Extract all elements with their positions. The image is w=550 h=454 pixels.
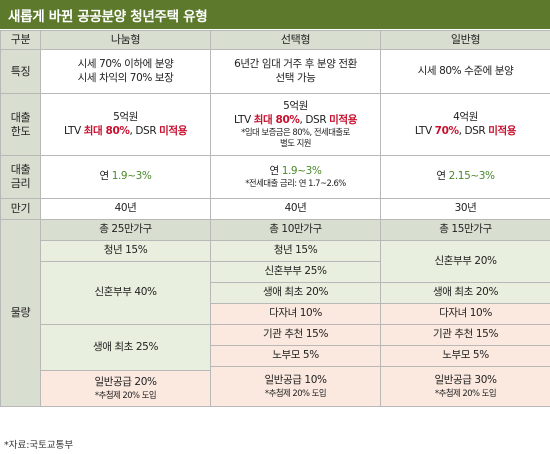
loan-note-choice-line2: 별도 지원: [280, 138, 311, 149]
row-label-loan-rate: 대출 금리: [0, 155, 41, 199]
general-supply-choice-note: *추첨제 20% 도입: [264, 387, 327, 398]
volume-row-8: 일반공급 20% *추첨제 20% 도입: [1, 370, 550, 407]
general-supply-general-note: *추첨제 20% 도입: [434, 387, 497, 398]
loan-limit-label-line2: 한도: [10, 124, 31, 138]
loan-ltv-sharing: LTV 최대 80%, DSR 미적용: [43, 125, 208, 139]
volume-row-3: 신혼부부 40% 신혼부부 25%: [1, 261, 550, 325]
loan-rate-row: 대출 금리 연 1.9~3% 연 1.9~3% *전세대출 금리: 연 1.7~…: [0, 155, 550, 199]
general-supply-general: 일반공급 30% *추첨제 20% 도입: [380, 366, 550, 407]
general-supply-general-value: 일반공급 30%: [434, 374, 497, 387]
rate-value: 1.9~3%: [111, 170, 152, 183]
rate-prefix: 연: [269, 164, 282, 177]
ltv-prefix: LTV: [64, 124, 84, 137]
youth-choice: 청년 15%: [210, 240, 381, 262]
volume-row-6: 생애 최초 25% 기관 추천 15% 기관 추천 15%: [1, 324, 550, 371]
total-choice: 총 10만가구: [210, 219, 381, 241]
loan-limit-row: 대출 한도 5억원 LTV 최대 80%, DSR 미적용 5억원 LTV 최대…: [0, 93, 550, 156]
firsttime-sharing: 생애 최초 25%: [40, 324, 211, 371]
maturity-general: 30년: [380, 198, 550, 220]
header-choice-type: 선택형: [210, 30, 381, 50]
ltv-prefix: LTV: [414, 124, 435, 137]
dsr-prefix: , DSR: [458, 124, 489, 137]
rate-prefix: 연: [99, 170, 112, 183]
ltv-value: 최대 80%: [83, 124, 130, 137]
dsr-prefix: , DSR: [299, 113, 330, 126]
ltv-value: 최대 80%: [253, 113, 300, 126]
infographic-title: 새롭게 바뀐 공공분양 청년주택 유형: [0, 0, 550, 29]
parents-general: 노부모 5%: [380, 345, 550, 367]
volume-row-4: 생애 최초 20% 생애 최초 20%: [1, 282, 550, 304]
loan-rate-choice: 연 1.9~3% *전세대출 금리: 연 1.7~2.6%: [210, 155, 381, 199]
loan-rate-sharing: 연 1.9~3%: [40, 155, 211, 199]
general-supply-sharing: 일반공급 20% *추첨제 20% 도입: [40, 370, 211, 407]
loan-rate-general: 연 2.15~3%: [380, 155, 550, 199]
firsttime-choice: 생애 최초 20%: [210, 282, 381, 304]
loan-limit-sharing: 5억원 LTV 최대 80%, DSR 미적용: [40, 93, 211, 156]
feature-sharing-line1: 시세 70% 이하에 분양: [77, 57, 174, 70]
volume-row-2: 청년 15% 청년 15% 신혼부부 20%: [1, 240, 550, 283]
loan-rate-label-line1: 대출: [10, 163, 31, 177]
feature-row: 특징 시세 70% 이하에 분양 시세 차익의 70% 보장 6년간 임대 거주…: [0, 49, 550, 94]
general-supply-choice: 일반공급 10% *추첨제 20% 도입: [210, 366, 381, 407]
maturity-sharing: 40년: [40, 198, 211, 220]
feature-choice-line2: 선택 가능: [275, 71, 316, 84]
dsr-value: 미적용: [329, 113, 357, 126]
parents-choice: 노부모 5%: [210, 345, 381, 367]
general-supply-sharing-value: 일반공급 20%: [94, 376, 157, 389]
volume-row-1: 물량 총 25만가구 총 10만가구 총 15만가구: [0, 219, 550, 407]
institution-choice: 기관 추천 15%: [210, 324, 381, 346]
rate-choice-main: 연 1.9~3%: [213, 165, 378, 179]
dsr-prefix: , DSR: [129, 124, 160, 137]
total-general: 총 15만가구: [380, 219, 550, 241]
newlywed-sharing: 신혼부부 40%: [40, 261, 211, 325]
volume-row-7: 노부모 5% 노부모 5%: [1, 345, 550, 367]
volume-row-spacer: 일반공급 10% *추첨제 20% 도입 일반공급 30% *추첨제 20% 도…: [1, 366, 550, 407]
rate-value: 2.15~3%: [448, 170, 495, 183]
feature-general: 시세 80% 수준에 분양: [380, 49, 550, 94]
row-label-volume: 물량: [0, 219, 41, 407]
feature-choice: 6년간 임대 거주 후 분양 전환 선택 가능: [210, 49, 381, 94]
total-sharing: 총 25만가구: [40, 219, 211, 241]
youth-sharing: 청년 15%: [40, 240, 211, 262]
ltv-prefix: LTV: [234, 113, 254, 126]
loan-limit-general: 4억원 LTV 70%, DSR 미적용: [380, 93, 550, 156]
dsr-value: 미적용: [159, 124, 187, 137]
header-general-type: 일반형: [380, 30, 550, 50]
loan-amount-choice: 5억원: [283, 99, 308, 112]
dsr-value: 미적용: [488, 124, 517, 137]
institution-general: 기관 추천 15%: [380, 324, 550, 346]
newlywed-choice: 신혼부부 25%: [210, 261, 381, 283]
header-row: 구분 나눔형 선택형 일반형: [0, 30, 550, 50]
loan-rate-label-line2: 금리: [10, 177, 31, 190]
row-label-maturity: 만기: [0, 198, 41, 220]
newlywed-general: 신혼부부 20%: [380, 240, 550, 283]
loan-ltv-general: LTV 70%, DSR 미적용: [383, 125, 548, 139]
ltv-value: 70%: [434, 124, 459, 137]
multichild-general: 다자녀 10%: [380, 303, 550, 325]
row-label-feature: 특징: [0, 49, 41, 94]
general-supply-sharing-note: *추첨제 20% 도입: [94, 389, 157, 400]
rate-prefix: 연: [436, 170, 449, 183]
general-supply-choice-value: 일반공급 10%: [264, 374, 327, 387]
housing-type-table: 구분 나눔형 선택형 일반형 특징 시세 70% 이하에 분양 시세 차익의 7…: [0, 30, 550, 407]
row-label-loan-limit: 대출 한도: [0, 93, 41, 156]
multichild-choice: 다자녀 10%: [210, 303, 381, 325]
loan-ltv-choice: LTV 최대 80%, DSR 미적용: [213, 114, 378, 128]
loan-amount-sharing: 5억원: [113, 110, 138, 123]
loan-limit-choice: 5억원 LTV 최대 80%, DSR 미적용 *임대 보증금은 80%, 전세…: [210, 93, 381, 156]
loan-note-choice-line1: *임대 보증금은 80%, 전세대출로: [241, 127, 350, 138]
rate-choice-note: *전세대출 금리: 연 1.7~2.6%: [245, 178, 346, 189]
feature-sharing-line2: 시세 차익의 70% 보장: [77, 71, 174, 84]
feature-sharing: 시세 70% 이하에 분양 시세 차익의 70% 보장: [40, 49, 211, 94]
rate-value: 1.9~3%: [281, 164, 322, 177]
maturity-row: 만기 40년 40년 30년: [0, 198, 550, 220]
loan-limit-label-line1: 대출: [10, 110, 31, 124]
header-sharing-type: 나눔형: [40, 30, 211, 50]
header-category: 구분: [0, 30, 41, 50]
feature-choice-line1: 6년간 임대 거주 후 분양 전환: [234, 57, 357, 70]
loan-amount-general: 4억원: [453, 110, 478, 123]
maturity-choice: 40년: [210, 198, 381, 220]
firsttime-general: 생애 최초 20%: [380, 282, 550, 304]
source-note: *자료:국토교통부: [4, 440, 74, 451]
